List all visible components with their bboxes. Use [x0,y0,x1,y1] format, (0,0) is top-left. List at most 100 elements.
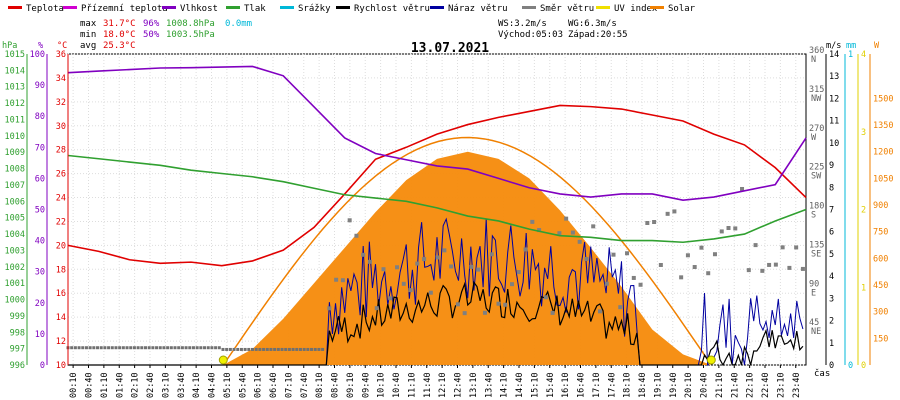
wind-direction-point [685,253,690,258]
legend-label: UV index [614,4,658,14]
wind-direction-point [523,247,528,252]
wind-direction-point [317,347,321,351]
wind-direction-point [243,347,247,351]
temperature-tick-label: 18 [56,265,66,275]
x-tick-label: 03:10 [161,372,171,398]
wind-direction-point [516,270,521,275]
humidity-tick-label: 10 [35,330,45,340]
stat-min-press: 1003.5hPa [166,30,215,40]
solar-tick-label: 750 [873,228,888,238]
stat-max-press: 1008.8hPa [166,19,215,29]
wind-direction-point [476,267,481,272]
x-tick-label: 04:40 [208,372,218,398]
wind-direction-point [564,216,569,221]
x-axis-label: čas [814,368,830,379]
x-tick-label: 11:40 [423,372,433,398]
direction-tick-label: NE [811,327,821,337]
wind-direction-point [455,302,460,307]
wind-direction-point [110,346,114,350]
wind-direction-point [719,229,724,234]
legend-swatch [226,6,240,9]
pressure-tick-label: 1003 [5,246,25,256]
wind-direction-point [740,186,745,191]
legend-label: Náraz větru [448,4,508,14]
solar-tick-label: 1200 [873,148,893,158]
wind-direction-point [177,346,181,350]
wind-direction-point [225,347,229,351]
direction-tick-label: SW [811,172,822,182]
wind-direction-point [247,347,251,351]
wind-direction-point [254,347,258,351]
wind-tick-label: 11 [829,117,839,127]
temperature-tick-label: 26 [56,170,66,180]
wind-direction-point [258,347,262,351]
wind-tick-label: 10 [829,139,839,149]
humidity-tick-label: 80 [35,112,45,122]
wind-direction-point [577,239,582,244]
sun-marker [706,355,716,365]
wind-direction-point [800,266,805,271]
wind-direction-point [239,347,243,351]
wind-direction-point [665,211,670,216]
x-tick-label: 09:40 [361,372,371,398]
wind-direction-point [191,346,195,350]
solar-tick-label: 1350 [873,121,893,131]
wind-direction-point [381,267,386,272]
legend-label: Přízemní teplota [81,4,168,14]
wind-direction-point [482,310,487,315]
wind-direction-point [652,220,657,225]
pressure-tick-label: 998 [10,328,25,338]
wind-direction-point [706,271,711,276]
wind-direction-point [408,288,413,293]
wind-direction-point [173,346,177,350]
wind-direction-point [415,261,420,266]
wind-direction-point [584,256,589,261]
temperature-tick-label: 32 [56,98,66,108]
wind-direction-point [129,346,133,350]
wind-direction-point [557,231,562,236]
wind-direction-point [631,275,636,280]
sun-marker [218,355,228,365]
x-tick-label: 01:10 [100,372,110,398]
pressure-tick-label: 1015 [5,50,25,60]
direction-tick-label: N [811,55,816,65]
x-tick-label: 10:10 [377,372,387,398]
temperature-tick-label: 20 [56,241,66,251]
wind-direction-point [679,275,684,280]
wind-direction-point [435,255,440,260]
wind-direction-point [302,347,306,351]
wind-direction-point [103,346,107,350]
wind-direction-point [374,306,379,311]
wind-direction-point [597,309,602,314]
x-tick-label: 07:10 [284,372,294,398]
uv-tick-label: 4 [861,50,866,60]
humidity-tick-label: 100 [30,50,45,60]
humidity-tick-label: 20 [35,299,45,309]
x-tick-label: 01:40 [115,372,125,398]
x-tick-label: 00:40 [85,372,95,398]
x-tick-label: 19:40 [669,372,679,398]
rain-tick-label: 1 [848,50,853,60]
rain-unit: mm [846,41,856,51]
wind-direction-point [611,252,616,257]
direction-tick-label: 135 [809,240,824,250]
pressure-tick-label: 1005 [5,214,25,224]
wind-direction-point [780,245,785,250]
x-tick-label: 14:40 [515,372,525,398]
wind-direction-point [169,346,173,350]
solar-max-curve [222,136,709,366]
temperature-tick-label: 24 [56,194,66,204]
wind-direction-point [184,346,188,350]
wind-direction-point [422,257,427,262]
wind-direction-point [84,346,88,350]
x-tick-label: 23:10 [776,372,786,398]
sun-markers [218,355,716,365]
x-tick-label: 17:10 [592,372,602,398]
legend-swatch [63,6,77,9]
wind-tick-label: 14 [829,50,839,60]
x-tick-label: 03:40 [177,372,187,398]
x-tick-label: 20:40 [700,372,710,398]
wind-direction-point [118,346,122,350]
pressure-unit: hPa [2,41,17,51]
